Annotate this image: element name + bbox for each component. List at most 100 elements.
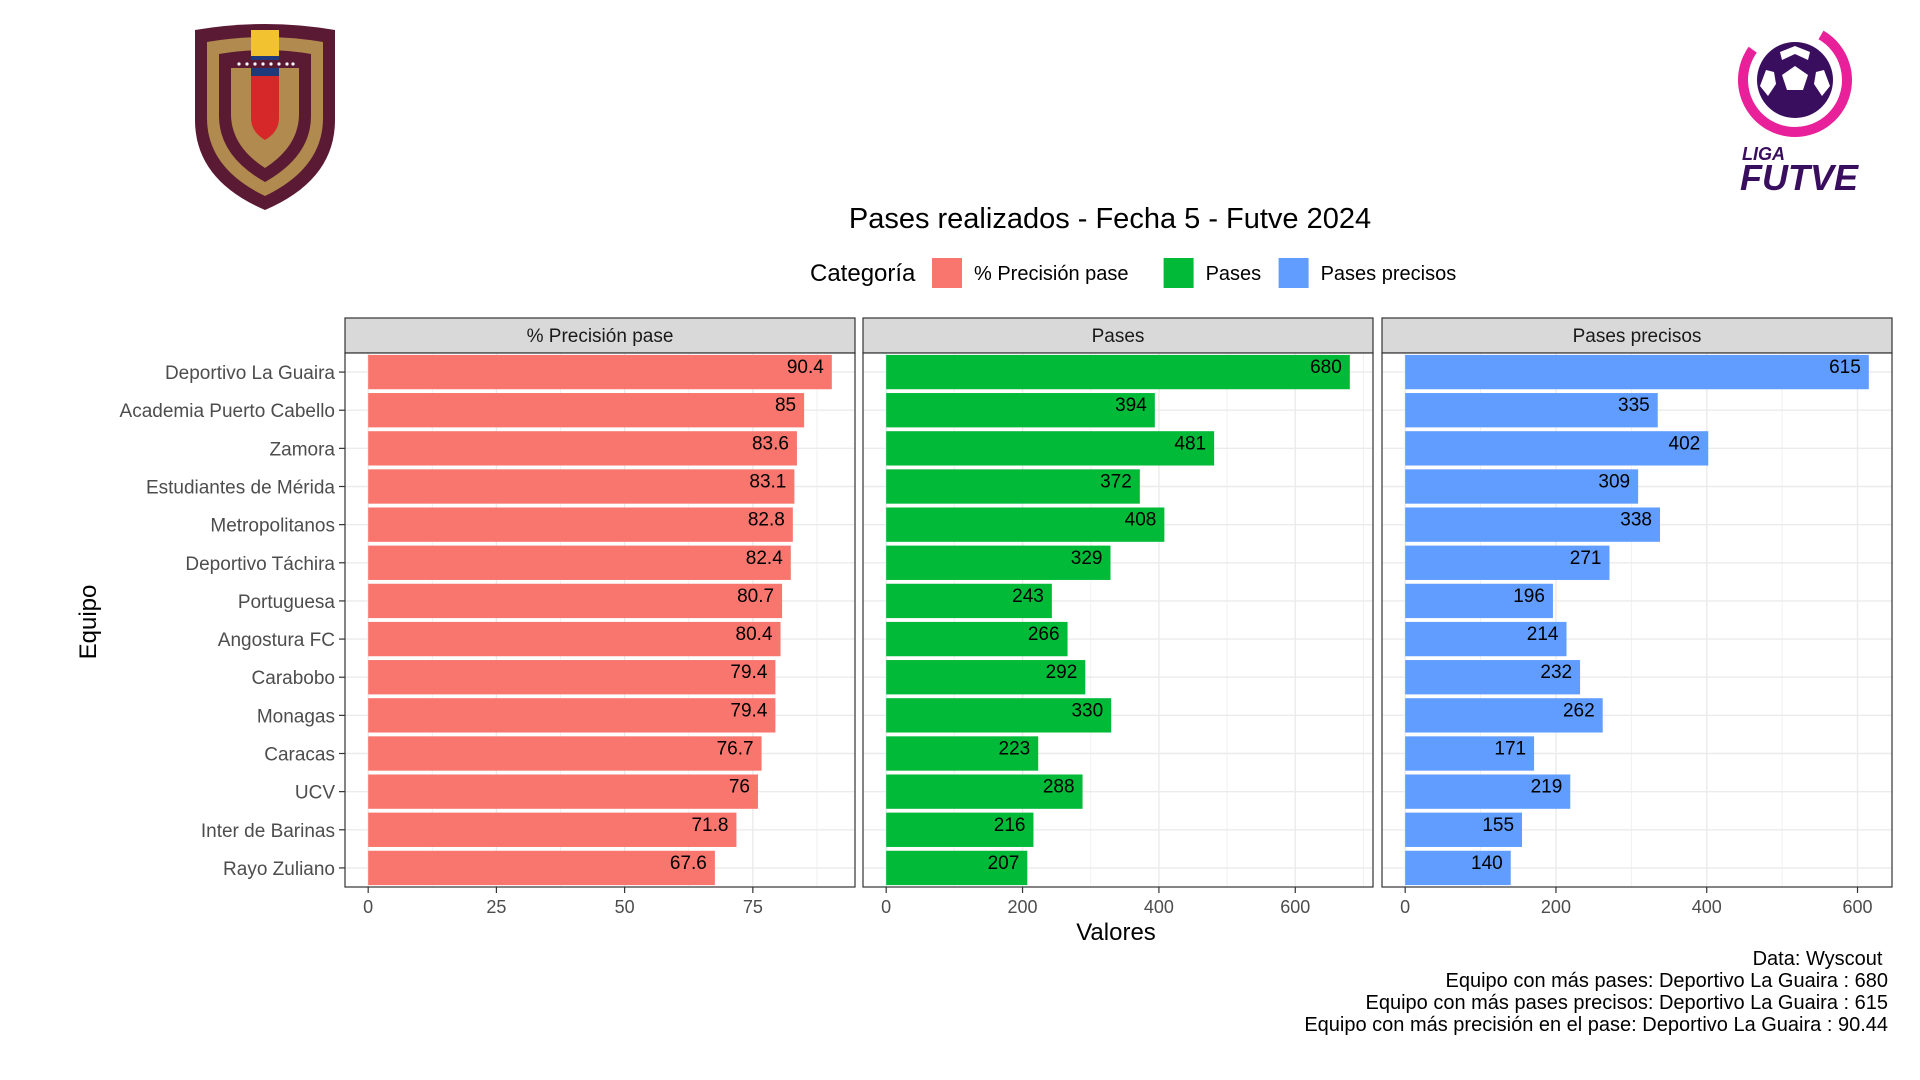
y-tick-label: Portuguesa: [238, 592, 336, 613]
bar-value-label: 85: [775, 395, 796, 416]
bar: [368, 545, 791, 580]
bar: [1405, 431, 1709, 466]
x-tick-label: 200: [1541, 897, 1571, 917]
bar: [886, 774, 1083, 809]
bar: [886, 545, 1111, 580]
panel-3: Pases precisos 0 200 400 600 615 335 402 309 338 2…: [1381, 317, 1893, 917]
y-tick-label: Zamora: [270, 439, 336, 460]
fvf-logo: [195, 24, 335, 210]
y-axis-title: Equipo: [75, 585, 102, 660]
bar-value-label: 338: [1620, 510, 1652, 531]
bar-value-label: 615: [1829, 357, 1861, 378]
bar: [368, 621, 781, 657]
y-axis-labels: Deportivo La Guaira Academia Puerto Cabel…: [120, 363, 345, 880]
bar: [886, 393, 1155, 428]
bar-value-label: 402: [1669, 433, 1701, 454]
bar-value-label: 216: [994, 815, 1026, 836]
facet-strip: [862, 317, 1374, 354]
bar: [368, 431, 797, 466]
bar: [1405, 469, 1639, 504]
bar: [1405, 736, 1535, 771]
y-tick-label: Carabobo: [252, 668, 335, 689]
caption: Data: Wyscout Equipo con más pases: Depo…: [1304, 948, 1888, 1036]
bar: [368, 583, 783, 619]
y-tick-label: Deportivo La Guaira: [165, 363, 335, 384]
bar-value-label: 79.4: [730, 700, 767, 721]
bar-value-label: 82.8: [748, 510, 785, 531]
legend-swatch: [1278, 258, 1309, 288]
bar-value-label: 223: [999, 739, 1031, 760]
legend-swatch: [932, 258, 962, 288]
caption-most-accurate-passes: Equipo con más pases precisos: Deportivo…: [1365, 992, 1888, 1014]
legend-entry: Pases precisos: [1278, 258, 1457, 288]
legend-swatch: [1163, 258, 1194, 288]
x-tick-label: 600: [1280, 897, 1310, 917]
bar-value-label: 76: [729, 777, 750, 798]
legend-title: Categoría: [810, 260, 916, 287]
panel-2: Pases 0 200 400 600 680 394 481 372 408 329 243 266 2…: [862, 317, 1374, 917]
facet-strip-label: Pases: [1092, 326, 1145, 347]
futve-logo-text: FUTVE: [1740, 157, 1859, 198]
bar-value-label: 292: [1046, 662, 1078, 683]
y-tick-label: Deportivo Táchira: [185, 554, 335, 575]
bar-value-label: 82.4: [746, 548, 783, 569]
legend-entry: % Precisión pase: [932, 258, 1129, 288]
bar: [368, 507, 793, 542]
legend-entry: Pases: [1163, 258, 1262, 288]
bar: [1405, 583, 1553, 619]
bar-value-label: 330: [1071, 700, 1103, 721]
bar-value-label: 680: [1310, 357, 1342, 378]
x-tick-label: 400: [1144, 897, 1174, 917]
x-tick-label: 400: [1692, 897, 1722, 917]
bar-value-label: 262: [1563, 700, 1595, 721]
liga-futve-logo: LIGA FUTVE: [1738, 23, 1859, 198]
bar-value-label: 214: [1527, 624, 1559, 645]
bar: [886, 583, 1052, 619]
bar-value-label: 83.1: [749, 472, 786, 493]
bar: [886, 469, 1140, 504]
legend: Categoría % Precisión pase Pases Pases prec…: [810, 258, 1456, 288]
bar-value-label: 67.6: [670, 853, 707, 874]
y-tick-label: Angostura FC: [218, 630, 335, 651]
bar: [1405, 354, 1869, 390]
bar: [886, 736, 1039, 771]
bar: [1405, 774, 1571, 809]
bar: [368, 736, 762, 771]
bar-value-label: 266: [1028, 624, 1060, 645]
bar: [1405, 698, 1603, 733]
bar: [1405, 850, 1511, 886]
bar: [368, 660, 776, 695]
bar: [1405, 660, 1581, 695]
bar: [368, 354, 832, 390]
x-tick-label: 600: [1842, 897, 1872, 917]
facet-panels: % Precisión pase 0 25 50 75 90.4 85 83.6 83.1 82.…: [344, 317, 1893, 917]
bar: [1405, 393, 1658, 428]
bar-value-label: 90.4: [787, 357, 824, 378]
bar-value-label: 196: [1513, 586, 1545, 607]
bar: [1405, 507, 1660, 542]
bar-value-label: 219: [1531, 777, 1563, 798]
y-tick-label: Monagas: [257, 706, 335, 727]
facet-strip: [344, 317, 856, 354]
bar-value-label: 207: [988, 853, 1020, 874]
bar-value-label: 394: [1115, 395, 1147, 416]
liga-logo-text: LIGA: [1742, 144, 1785, 164]
x-tick-label: 75: [743, 897, 763, 917]
bar-value-label: 232: [1540, 662, 1572, 683]
bar: [1405, 812, 1523, 847]
y-tick-label: Rayo Zuliano: [223, 859, 335, 880]
panel-border: [862, 352, 1374, 888]
bar: [1405, 545, 1610, 580]
bar-value-label: 372: [1100, 472, 1132, 493]
legend-label: Pases: [1206, 263, 1262, 285]
panel-border: [344, 352, 856, 888]
x-tick-label: 0: [881, 897, 891, 917]
bar: [886, 698, 1112, 733]
bar-value-label: 171: [1494, 739, 1526, 760]
bar-value-label: 329: [1071, 548, 1103, 569]
legend-label: Pases precisos: [1321, 263, 1457, 285]
y-tick-label: Metropolitanos: [210, 516, 335, 537]
bar-value-label: 71.8: [691, 815, 728, 836]
bar-value-label: 408: [1125, 510, 1157, 531]
